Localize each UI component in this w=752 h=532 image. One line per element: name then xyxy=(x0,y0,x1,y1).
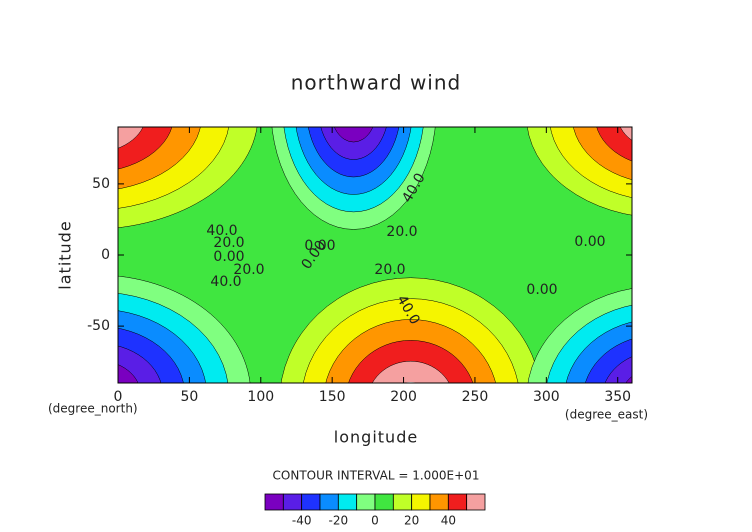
contour-band xyxy=(604,356,632,383)
colorbar-tick-label: 40 xyxy=(441,514,456,528)
contour-band xyxy=(118,345,162,383)
colorbar-box xyxy=(374,493,394,511)
contour-label: 0.00 xyxy=(574,234,605,250)
colorbar-tick-label: -20 xyxy=(329,514,349,528)
contour-band xyxy=(625,376,632,383)
contour-label: 0.00 xyxy=(526,282,557,298)
x-tick-label: 0 xyxy=(114,389,123,405)
contour-label: 20.0 xyxy=(374,262,405,278)
contour-band xyxy=(118,327,184,383)
colorbar-box xyxy=(466,493,486,511)
colorbar-box xyxy=(264,493,284,511)
contour-label: 0.00 xyxy=(213,249,244,265)
contour-label: 20.0 xyxy=(386,224,417,240)
contour-band xyxy=(573,127,632,180)
contour-band xyxy=(118,127,144,149)
missing-area xyxy=(61,97,117,135)
contour-band xyxy=(620,127,632,141)
contour-label: 20.0 xyxy=(213,235,244,251)
contour-label: 0.00 xyxy=(304,238,335,254)
x-axis-label: longitude xyxy=(334,428,418,447)
x-tick-label: 300 xyxy=(533,389,560,405)
missing-area xyxy=(342,90,366,125)
colorbar-box xyxy=(429,493,449,511)
y-tick-label: 0 xyxy=(101,247,110,263)
colorbar-box xyxy=(447,493,468,511)
y-units: (degree_north) xyxy=(48,402,138,416)
colorbar-box xyxy=(337,493,358,511)
x-tick-label: 50 xyxy=(180,389,198,405)
x-tick-label: 350 xyxy=(604,389,631,405)
colorbar-box xyxy=(301,493,321,511)
colorbar-box xyxy=(392,493,413,511)
missing-area xyxy=(641,99,687,133)
contour-label: 20.0 xyxy=(233,262,264,278)
y-tick-label: 50 xyxy=(92,176,110,192)
contour-band xyxy=(565,321,632,383)
colorbar-box xyxy=(411,493,431,511)
contour-interval: CONTOUR INTERVAL = 1.000E+01 xyxy=(273,469,480,483)
contour-label: 40.0 xyxy=(210,274,241,290)
colorbar-tick-label: 20 xyxy=(404,514,419,528)
x-tick-label: 250 xyxy=(462,389,489,405)
y-tick-label: -50 xyxy=(87,318,110,334)
colorbar-box xyxy=(282,493,303,511)
contour-band xyxy=(118,364,139,383)
x-tick-label: 150 xyxy=(319,389,346,405)
colorbar-box xyxy=(319,493,339,511)
contour-label: 40.0 xyxy=(206,223,237,239)
contour-band xyxy=(596,127,632,162)
contour-band xyxy=(333,127,374,143)
x-tick-label: 200 xyxy=(390,389,417,405)
contour-band xyxy=(118,127,173,170)
contour-band xyxy=(320,127,387,160)
contour-band xyxy=(371,360,450,383)
y-axis-label: latitude xyxy=(56,220,75,289)
colorbar-tick-label: 0 xyxy=(371,514,379,528)
chart-title: northward wind xyxy=(291,71,461,95)
x-tick-label: 100 xyxy=(247,389,274,405)
colorbar-box xyxy=(356,493,376,511)
x-units: (degree_east) xyxy=(565,408,648,422)
colorbar-tick-label: -40 xyxy=(292,514,312,528)
